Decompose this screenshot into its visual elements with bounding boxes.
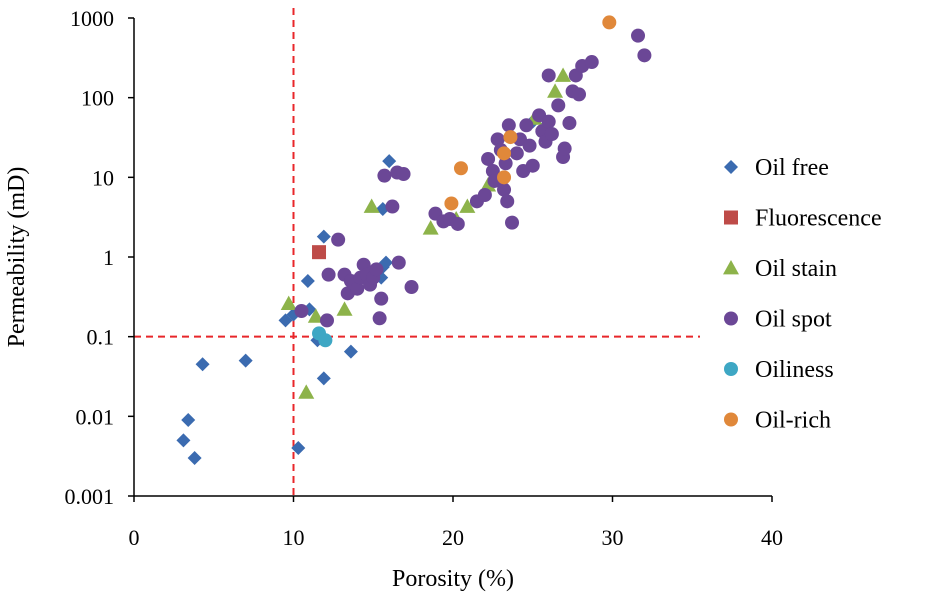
data-point-oil-free	[195, 357, 210, 372]
data-point-oil-spot	[500, 194, 515, 209]
data-point-oil-spot	[319, 313, 334, 328]
data-point-oil-rich	[497, 146, 512, 161]
data-point-oil-spot	[374, 291, 389, 306]
y-tick-label: 1000	[70, 6, 114, 31]
y-tick-label: 10	[92, 165, 114, 190]
data-point-oil-spot	[572, 87, 587, 102]
data-point-oil-spot	[350, 281, 365, 296]
data-point-oil-spot	[501, 118, 516, 133]
data-point-oil-spot	[522, 138, 537, 153]
data-point-oil-free	[187, 450, 202, 465]
data-point-oil-free	[382, 154, 397, 169]
data-points	[176, 15, 652, 465]
data-point-oil-spot	[294, 303, 309, 318]
data-point-oil-spot	[477, 188, 492, 203]
axis-ticks: 0 10 20 30 40 0.001 0.01 0.1 1 10 100 1000	[65, 6, 784, 550]
data-point-oil-stain	[547, 83, 564, 98]
legend-label-oil-stain: Oil stain	[755, 256, 837, 282]
data-point-oil-free	[291, 441, 306, 456]
y-tick-label: 100	[81, 86, 114, 111]
legend-label-oil-spot: Oil spot	[755, 307, 832, 333]
data-point-oil-rich	[503, 130, 518, 145]
data-point-oil-free	[316, 229, 331, 244]
data-point-oil-free	[300, 273, 315, 288]
data-point-oil-spot	[525, 158, 540, 173]
data-point-oil-spot	[369, 262, 384, 277]
reference-lines	[134, 8, 700, 496]
x-tick-label: 0	[129, 525, 140, 550]
y-tick-label: 0.1	[87, 325, 115, 350]
y-tick-label: 0.01	[76, 404, 115, 429]
data-point-oil-stain	[298, 384, 315, 399]
data-point-oil-spot	[404, 280, 419, 295]
data-point-oil-stain	[336, 301, 353, 316]
data-point-oil-spot	[631, 28, 646, 43]
x-tick-label: 40	[761, 525, 783, 550]
data-point-oil-spot	[385, 199, 400, 214]
data-point-fluorescence	[312, 245, 327, 260]
legend: Oil free Fluorescence Oil stain Oil spot Oil…	[723, 155, 882, 434]
y-tick-label: 0.001	[65, 484, 115, 509]
legend-marker-oil-free	[724, 160, 738, 174]
data-point-oil-spot	[505, 215, 520, 230]
data-point-oil-spot	[584, 55, 599, 70]
data-point-oil-spot	[377, 168, 392, 183]
data-point-oil-free	[181, 412, 196, 427]
data-point-oil-spot	[637, 48, 652, 63]
data-point-oil-spot	[481, 151, 496, 166]
data-point-oil-spot	[562, 116, 577, 131]
x-axis-title: Porosity (%)	[392, 566, 514, 592]
data-point-oil-stain	[307, 308, 324, 323]
data-point-oil-stain	[480, 177, 497, 192]
data-point-oil-stain	[363, 198, 380, 213]
data-point-oil-spot	[541, 114, 556, 129]
data-point-oil-spot	[541, 68, 556, 83]
data-point-oil-free	[238, 353, 253, 368]
legend-label-oil-rich: Oil-rich	[755, 408, 831, 434]
legend-label-oil-free: Oil free	[755, 155, 829, 181]
data-point-oil-free	[343, 344, 358, 359]
data-point-oil-rich	[453, 161, 468, 176]
legend-marker-fluorescence	[724, 210, 738, 225]
legend-label-fluorescence: Fluorescence	[755, 206, 882, 232]
data-point-oil-spot	[557, 141, 572, 156]
legend-marker-oiliness	[724, 362, 738, 376]
x-tick-label: 20	[442, 525, 464, 550]
x-tick-label: 10	[283, 525, 305, 550]
data-point-oil-spot	[391, 255, 406, 270]
data-point-oil-free	[316, 371, 331, 386]
data-point-oil-spot	[331, 232, 346, 247]
y-axis-title: Permeability (mD)	[4, 167, 30, 348]
data-point-oil-rich	[602, 15, 617, 30]
data-point-oiliness	[318, 333, 333, 348]
legend-marker-oil-spot	[724, 311, 738, 326]
data-point-oil-stain	[555, 67, 572, 82]
data-point-oil-spot	[544, 126, 559, 141]
data-point-oil-spot	[509, 146, 524, 161]
data-point-oil-stain	[280, 295, 297, 311]
data-point-oil-stain	[422, 220, 439, 235]
x-tick-label: 30	[602, 525, 624, 550]
legend-marker-oil-rich	[724, 412, 738, 427]
data-point-oil-free	[176, 433, 191, 448]
data-point-oil-stain	[459, 198, 476, 213]
data-point-oil-spot	[497, 182, 512, 197]
y-tick-label: 1	[103, 245, 114, 270]
legend-label-oiliness: Oiliness	[755, 357, 834, 383]
axes	[133, 18, 772, 497]
data-point-oil-spot	[551, 98, 566, 113]
data-point-oil-spot	[321, 267, 336, 282]
data-point-oil-rich	[444, 196, 459, 211]
data-point-oil-spot	[450, 216, 465, 231]
legend-marker-oil-stain	[723, 260, 739, 275]
data-point-oil-rich	[497, 170, 512, 185]
data-point-oil-spot	[490, 132, 505, 147]
data-point-oil-spot	[396, 167, 411, 182]
data-point-oil-spot	[519, 118, 534, 133]
data-point-oil-spot	[372, 311, 387, 326]
